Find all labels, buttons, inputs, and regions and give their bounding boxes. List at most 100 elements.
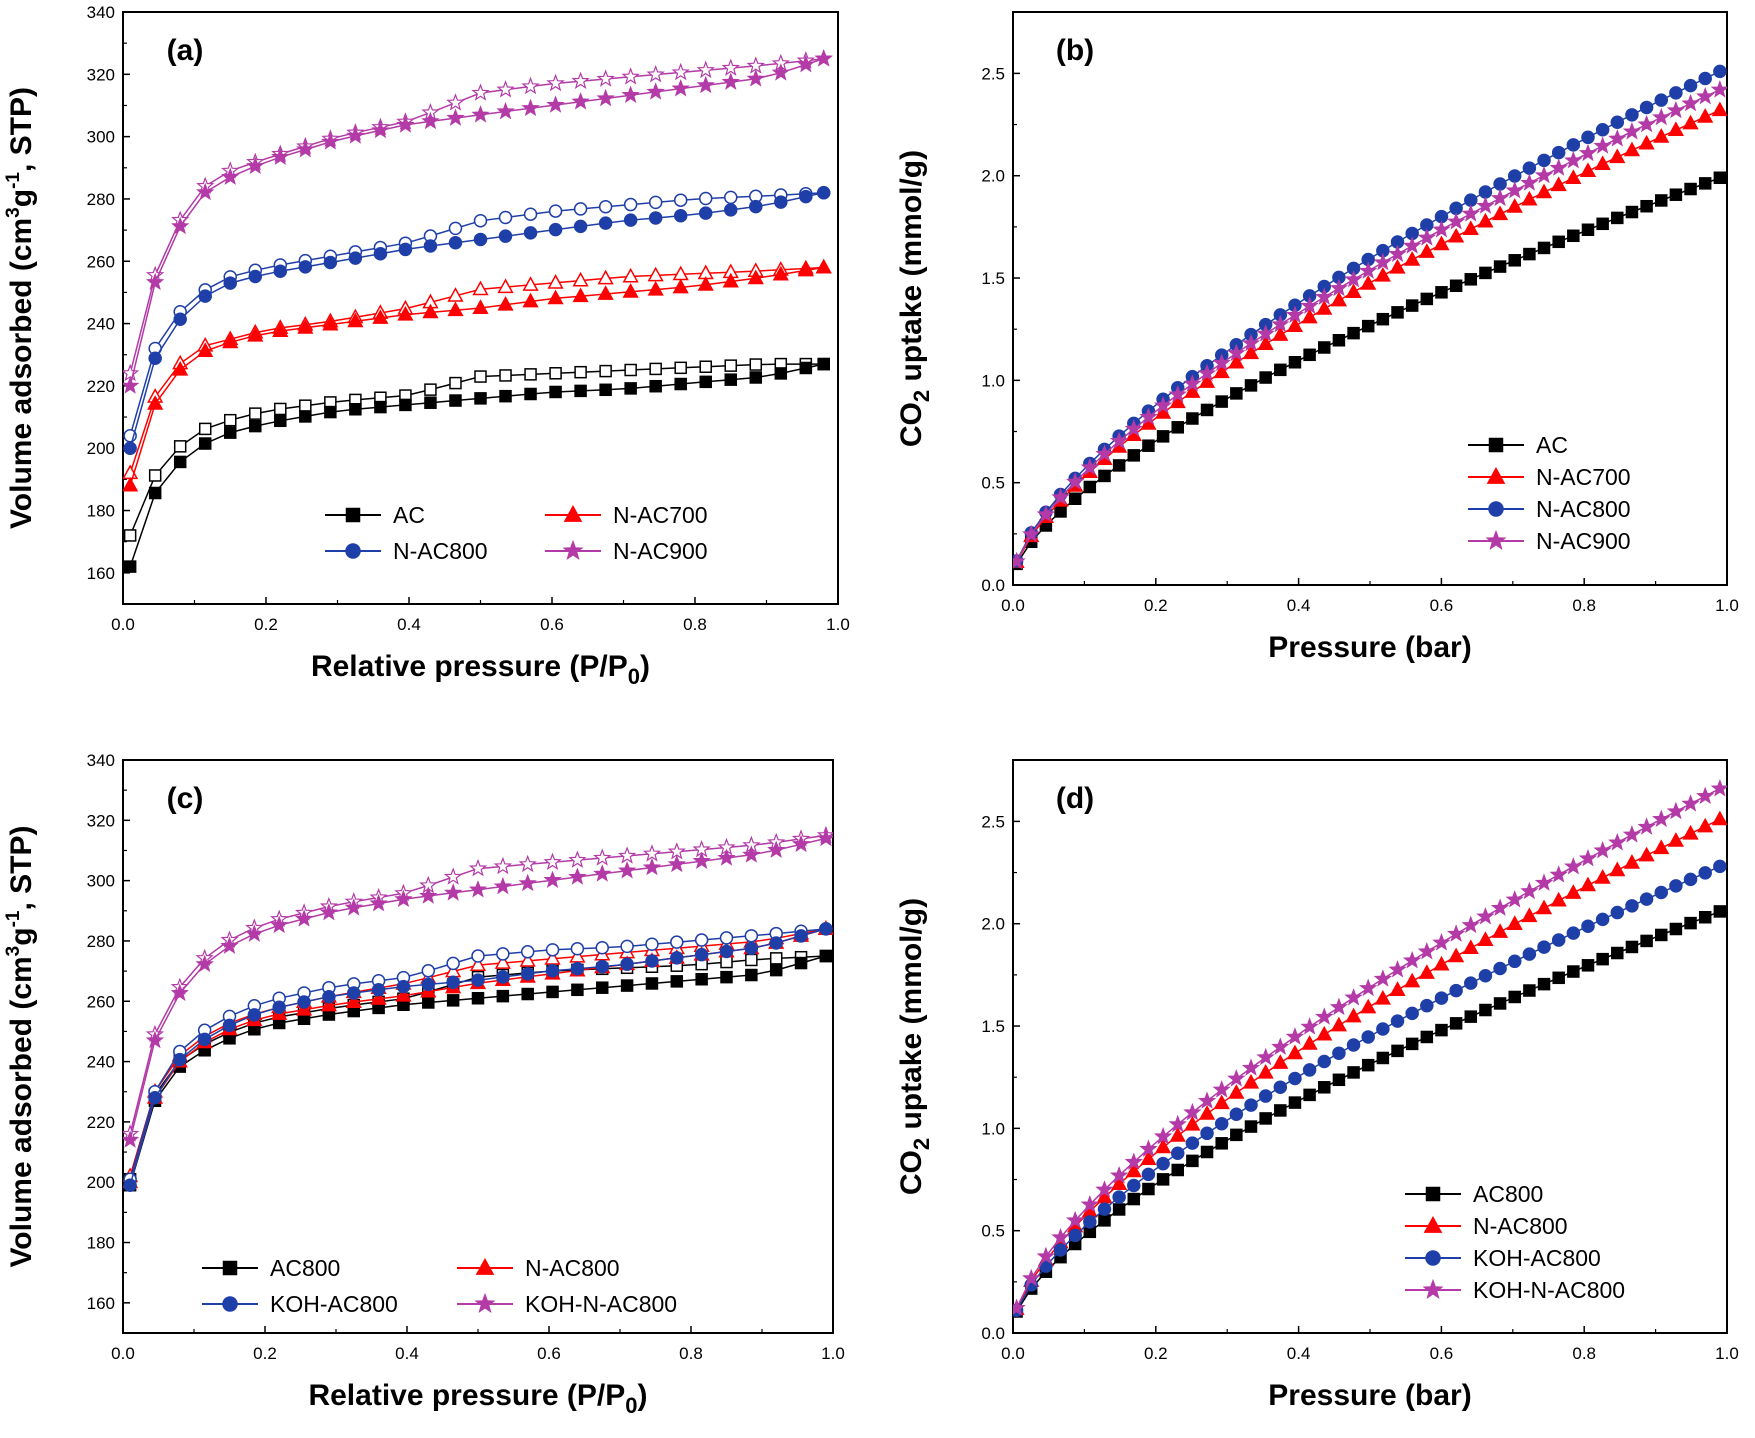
desorption-point	[769, 952, 783, 965]
adsorption-point	[443, 883, 463, 901]
desorption-point	[497, 278, 514, 294]
y-tick-label: 160	[87, 1294, 115, 1313]
desorption-point	[670, 935, 684, 949]
adsorption-point	[719, 944, 734, 959]
uptake-point	[1435, 286, 1448, 299]
uptake-point	[1013, 551, 1026, 570]
uptake-point	[1198, 373, 1216, 388]
x-tick-label: 1.0	[821, 1344, 845, 1363]
legend: AC N-AC700 N-AC800 N-AC900	[325, 502, 708, 564]
uptake-point	[1479, 1003, 1492, 1017]
uptake-point	[1433, 955, 1450, 971]
uptake-point	[1623, 141, 1641, 157]
uptake-point	[1567, 965, 1580, 978]
uptake-point	[1168, 1114, 1187, 1133]
uptake-point	[1448, 227, 1465, 243]
adsorption-point	[617, 861, 637, 879]
adsorption-point	[695, 972, 708, 986]
uptake-point	[1566, 138, 1581, 152]
adsorption-point	[774, 367, 788, 380]
uptake-point	[1241, 1058, 1261, 1076]
uptake-point	[1579, 876, 1597, 892]
uptake-point	[1198, 1105, 1216, 1120]
adsorption-point	[271, 147, 290, 165]
adsorption-point	[272, 322, 289, 338]
adsorption-point	[545, 964, 560, 978]
uptake-point	[1212, 1080, 1231, 1098]
uptake-point	[1683, 872, 1698, 887]
uptake-line	[1015, 109, 1721, 563]
uptake-point	[1229, 1107, 1244, 1122]
uptake-point	[1552, 971, 1565, 985]
adsorption-point	[299, 410, 312, 423]
legend-label: KOH-N-AC800	[525, 1291, 677, 1317]
uptake-point	[1684, 182, 1697, 196]
desorption-point	[543, 852, 562, 870]
uptake-point	[1317, 1054, 1332, 1069]
adsorption-point	[148, 1091, 162, 1105]
uptake-point	[1491, 923, 1509, 938]
x-tick-label: 0.4	[1287, 1344, 1311, 1363]
adsorption-point	[518, 873, 537, 892]
desorption-point	[744, 929, 759, 943]
uptake-point	[1170, 1146, 1185, 1161]
uptake-point	[1286, 1044, 1304, 1060]
adsorption-point	[646, 82, 665, 100]
adsorption-point	[496, 101, 515, 120]
uptake-point	[1168, 384, 1187, 403]
adsorption-point	[549, 385, 562, 399]
uptake-point	[1215, 1137, 1228, 1150]
adsorption-point	[123, 376, 140, 394]
uptake-point	[1273, 1080, 1288, 1094]
adsorption-point	[698, 206, 713, 220]
uptake-point	[1391, 1044, 1404, 1058]
adsorption-point	[222, 1018, 237, 1033]
uptake-point	[1359, 978, 1378, 997]
uptake-point	[1537, 241, 1551, 255]
uptake-point	[1625, 205, 1639, 219]
legend-marker	[222, 1296, 238, 1312]
x-tick-label: 0.8	[679, 1344, 703, 1363]
adsorption-point	[816, 185, 831, 200]
desorption-point	[571, 71, 590, 89]
adsorption-point	[621, 85, 640, 104]
uptake-point	[1227, 343, 1246, 362]
uptake-point	[1493, 997, 1507, 1010]
panel-b: 0.0 0.2 0.4 0.6 0.8 1.0 0.0 0.5 1.0 1.5 2.0 2.5 (b) P…	[895, 11, 1739, 664]
uptake-point	[1097, 1202, 1112, 1216]
uptake-point	[1523, 984, 1536, 997]
adsorption-point	[596, 981, 609, 994]
adsorption-point	[148, 486, 162, 500]
adsorption-point	[797, 261, 814, 277]
desorption-point	[622, 267, 639, 283]
desorption-line	[129, 955, 826, 1180]
adsorption-point	[421, 111, 440, 130]
uptake-point	[1507, 169, 1522, 183]
adsorption-point	[170, 983, 189, 1001]
uptake-point	[1402, 236, 1422, 254]
uptake-point	[1022, 1268, 1041, 1287]
adsorption-point	[524, 387, 537, 401]
desorption-point	[546, 73, 565, 92]
uptake-point	[1595, 122, 1610, 137]
adsorption-point	[147, 395, 164, 410]
uptake-point	[1302, 1063, 1317, 1077]
uptake-point	[1505, 180, 1524, 199]
y-tick-label: 280	[87, 190, 115, 209]
adsorption-point	[324, 405, 337, 419]
uptake-point	[1332, 334, 1346, 347]
uptake-point	[1464, 273, 1478, 286]
uptake-point	[1065, 472, 1085, 490]
uptake-point	[1522, 161, 1537, 175]
uptake-point	[1200, 403, 1214, 417]
uptake-point	[1051, 1227, 1070, 1246]
desorption-point	[499, 369, 512, 382]
x-tick-label: 0.6	[1430, 1344, 1454, 1363]
adsorption-point	[371, 983, 386, 997]
adsorption-point	[345, 993, 362, 1008]
uptake-point	[1272, 1054, 1289, 1069]
desorption-point	[674, 361, 687, 375]
uptake-point	[1521, 907, 1538, 923]
panel-label: (b)	[1056, 34, 1094, 67]
uptake-point	[1083, 1215, 1097, 1229]
